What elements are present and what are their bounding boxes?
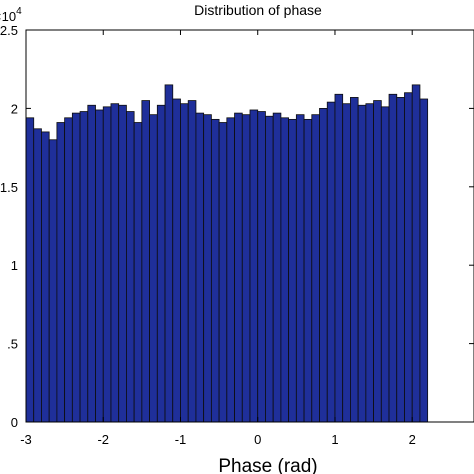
chart-title: Distribution of phase [194, 2, 322, 18]
histogram-bar [365, 103, 374, 423]
histogram-bar [350, 97, 359, 423]
histogram-bar [126, 111, 135, 423]
histogram-bar [218, 122, 228, 423]
histogram-bar [71, 112, 81, 423]
histogram-bar [280, 117, 290, 423]
histogram-bar [226, 117, 235, 423]
histogram-bar [388, 93, 398, 423]
histogram-bar [87, 104, 96, 423]
histogram-bar [102, 106, 112, 423]
histogram-bar [357, 104, 367, 423]
y-tick-label: .5 [7, 337, 18, 352]
histogram-bar [257, 111, 266, 423]
histogram-bar [241, 114, 251, 423]
histogram-bar [195, 112, 205, 423]
x-tick-label: -2 [97, 432, 109, 447]
histogram-bar [404, 92, 413, 423]
plot-frame [25, 29, 474, 423]
histogram-bar [48, 139, 58, 423]
histogram-bar [210, 118, 220, 423]
histogram-bar [164, 84, 174, 423]
histogram-bar [234, 112, 243, 423]
histogram-bar [295, 114, 305, 423]
y-tick-label: 2 [11, 101, 18, 116]
histogram-bar [203, 114, 212, 423]
histogram-bar [56, 122, 66, 423]
histogram-bar [326, 101, 336, 423]
histogram-bars [25, 84, 429, 423]
histogram-bar [64, 117, 73, 423]
histogram-bar [156, 104, 166, 423]
histogram-bar [334, 93, 344, 423]
histogram-bar [41, 131, 50, 423]
x-tick-label: 2 [409, 432, 416, 447]
x-tick-label: -1 [175, 432, 187, 447]
histogram-bar [319, 108, 328, 423]
x-axis-ticks: -3 -2 -1 0 1 2 [20, 30, 416, 447]
histogram-bar [288, 118, 297, 423]
histogram-bar [149, 114, 158, 423]
y-tick-label: 1 [11, 258, 18, 273]
histogram-bar [411, 84, 421, 423]
histogram-bar [380, 106, 390, 423]
histogram-bar [180, 103, 189, 423]
histogram-bar [303, 118, 313, 423]
x-tick-label: -3 [20, 432, 32, 447]
x-tick-label: 0 [254, 432, 261, 447]
histogram-bar [25, 117, 35, 423]
y-tick-label: 2.5 [0, 23, 18, 38]
histogram-bar [118, 104, 127, 423]
x-axis-label: Phase (rad) [218, 456, 317, 474]
histogram-bar [172, 98, 181, 423]
histogram-bar [419, 98, 429, 423]
y-tick-label: 1.5 [0, 180, 18, 195]
histogram-bar [311, 114, 320, 423]
histogram-bar [187, 100, 197, 423]
histogram-bar [133, 122, 143, 423]
histogram-bar [265, 115, 274, 423]
histogram-bar [373, 100, 382, 423]
histogram-bar [342, 103, 351, 423]
histogram-bar [79, 111, 89, 423]
y-tick-label: 0 [11, 415, 18, 430]
histogram-bar [249, 109, 259, 423]
histogram-bar [396, 97, 405, 423]
histogram-bar [95, 109, 104, 423]
histogram-bar [33, 128, 42, 423]
histogram-bar [272, 112, 282, 423]
histogram-bar [110, 103, 120, 423]
histogram-bar [141, 100, 150, 423]
y-exponent-label: ×104 [0, 6, 22, 24]
x-tick-label: 1 [331, 432, 338, 447]
